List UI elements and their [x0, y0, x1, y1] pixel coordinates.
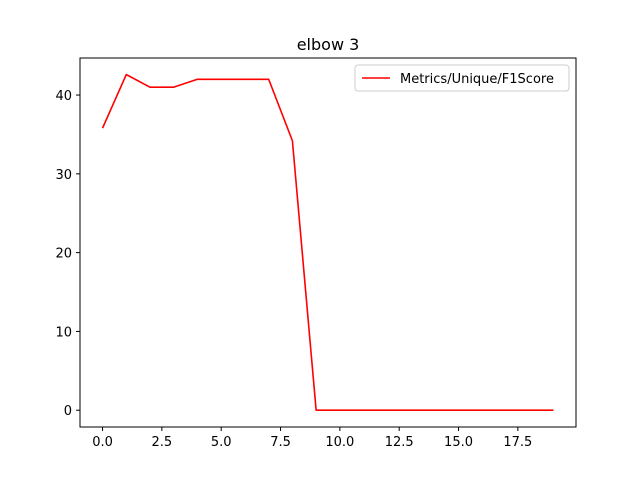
chart-title: elbow 3 [297, 35, 360, 54]
x-tick-label: 2.5 [152, 435, 173, 450]
y-tick-label: 30 [55, 168, 72, 183]
legend: Metrics/Unique/F1Score [354, 64, 570, 92]
x-tick-label: 15.0 [444, 435, 473, 450]
y-axis: 0 10 20 30 40 [55, 89, 80, 419]
y-tick-label: 40 [55, 89, 72, 104]
x-tick-label: 7.5 [270, 435, 291, 450]
y-tick-label: 20 [55, 247, 72, 262]
x-tick-label: 17.5 [503, 435, 532, 450]
series-line [101, 73, 554, 412]
legend-label: Metrics/Unique/F1Score [400, 72, 554, 87]
x-tick-label: 0.0 [92, 435, 113, 450]
y-tick-label: 10 [55, 325, 72, 340]
axes-frame [79, 57, 577, 428]
y-tick-label: 0 [64, 404, 72, 419]
series-layer [101, 73, 554, 412]
legend-box [354, 64, 570, 92]
x-axis: 0.0 2.5 5.0 7.5 10.0 12.5 15.0 17.5 [92, 427, 532, 450]
x-tick-label: 12.5 [385, 435, 414, 450]
plot-area [79, 57, 577, 428]
x-tick-label: 5.0 [211, 435, 232, 450]
x-tick-label: 10.0 [325, 435, 354, 450]
